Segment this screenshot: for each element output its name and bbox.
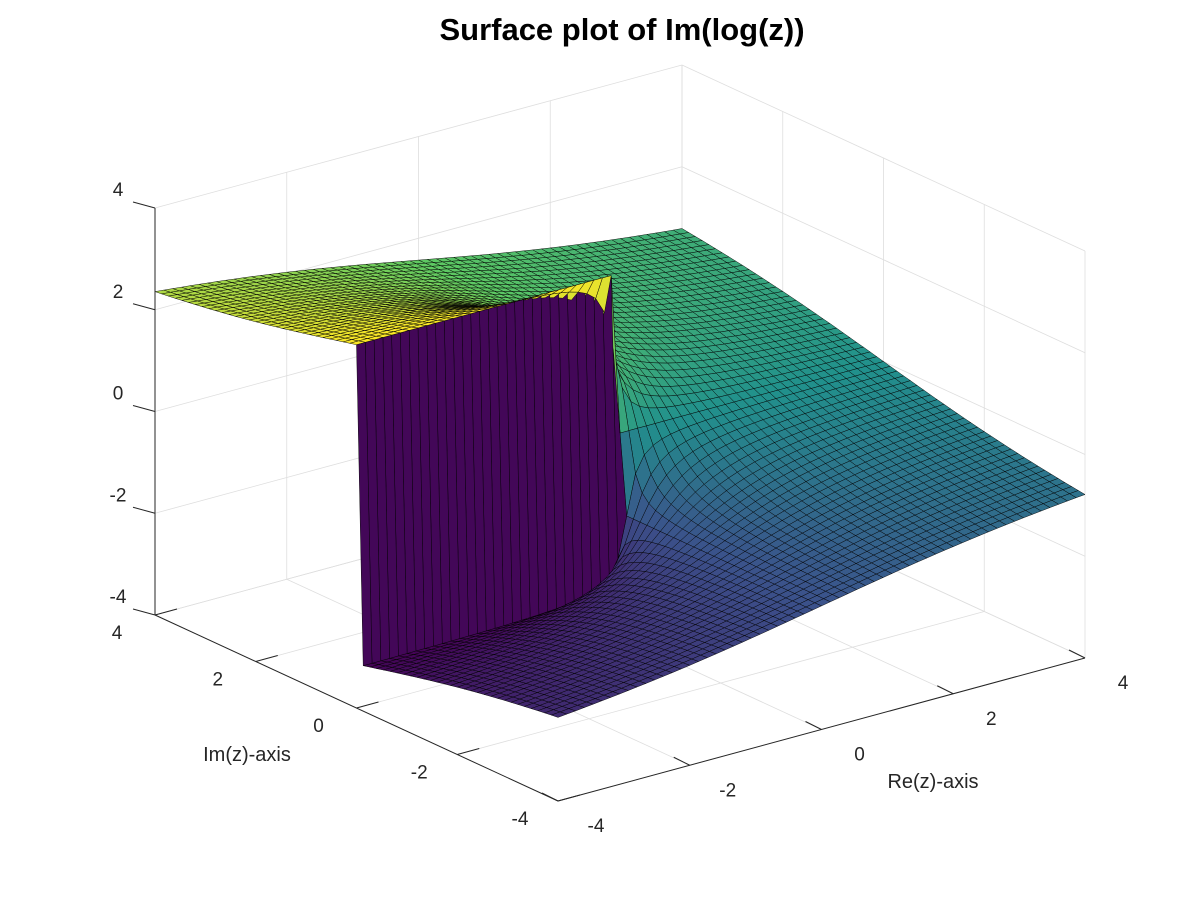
surface-patch: [349, 340, 366, 345]
z-tick-label: 0: [113, 384, 124, 405]
z-tick-mark: [132, 405, 156, 412]
x-tick-mark: [1068, 649, 1086, 659]
y-tick-mark: [457, 748, 480, 755]
z-tick-mark: [132, 506, 156, 514]
x-tick-mark: [937, 685, 954, 695]
surface-patch: [551, 711, 568, 718]
y-tick-mark: [557, 794, 581, 802]
x-tick-mark: [805, 721, 822, 730]
surface-layer: [154, 228, 1086, 718]
z-tick-label: 4: [113, 180, 124, 201]
x-tick-label: 2: [986, 709, 997, 730]
side-wall-grid-line: [681, 64, 1086, 252]
y-tick-label: -4: [512, 809, 529, 830]
side-wall-grid-line: [681, 166, 1086, 354]
ticks-layer: -4 -2 0 2 4 -4 -2 0 2 4 -4 -2 0 2 4: [110, 180, 1129, 837]
z-tick-label: -2: [110, 485, 127, 506]
y-tick-label: -2: [411, 763, 428, 784]
x-tick-mark: [541, 792, 559, 802]
y-tick-mark: [356, 701, 379, 709]
x-tick-label: -2: [719, 780, 736, 801]
y-tick-mark: [154, 608, 178, 616]
x-tick-label: -4: [588, 816, 605, 837]
x-tick-label: 0: [854, 745, 865, 766]
y-tick-label: 0: [313, 716, 324, 737]
back-wall-grid-line: [154, 64, 683, 209]
z-tick-mark: [132, 608, 156, 616]
chart-title: Surface plot of Im(log(z)): [439, 12, 804, 47]
x-axis-label: Re(z)-axis: [887, 771, 978, 793]
x-tick-mark: [673, 756, 690, 766]
x-tick-label: 4: [1118, 673, 1129, 694]
z-tick-mark: [132, 303, 156, 311]
y-tick-mark: [255, 655, 278, 662]
y-tick-label: 4: [112, 623, 123, 644]
z-tick-label: 2: [113, 282, 124, 303]
floor-grid-line: [457, 611, 985, 755]
z-tick-mark: [132, 201, 156, 209]
z-tick-label: -4: [110, 587, 127, 608]
y-tick-label: 2: [212, 670, 223, 691]
y-axis-label: Im(z)-axis: [203, 744, 291, 766]
